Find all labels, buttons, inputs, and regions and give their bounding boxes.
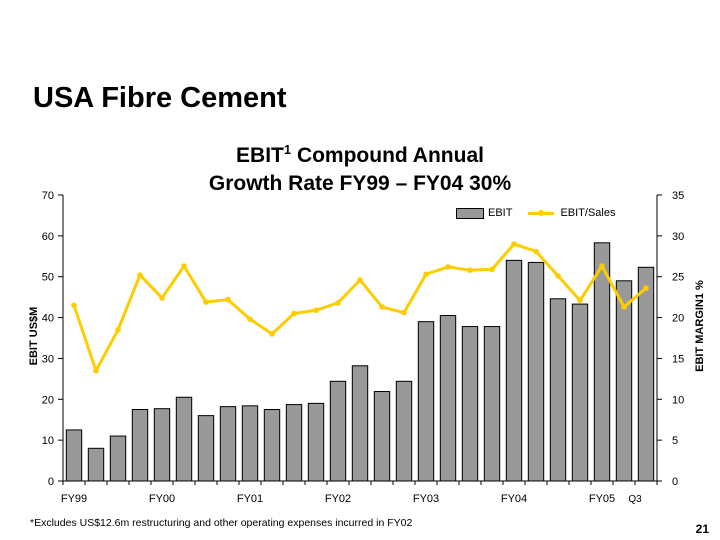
ebit-bar [197,415,215,482]
ebit-bar [65,429,83,482]
ebit-sales-point [225,296,231,303]
ebit-bar [637,266,655,482]
chart-title-line1-rest: Compound Annual [291,144,484,167]
y-left-tick-label: 70 [42,190,54,202]
ebit-sales-point [93,367,99,374]
ebit-sales-point [181,263,187,269]
chart-legend: EBIT EBIT/Sales [456,207,615,219]
y-left-tick-label: 30 [42,353,54,365]
ebit-sales-point [115,327,121,333]
ebit-sales-point [489,266,495,273]
ebit-bar [329,380,347,482]
ebit-sales-point [643,285,649,291]
ebit-sales-point [335,300,341,306]
y-right-tick-label: 20 [672,313,684,325]
y-left-tick-label: 50 [42,272,54,284]
ebit-sales-point [71,302,77,309]
ebit-sales-point [247,316,253,323]
ebit-bar [109,435,127,482]
ebit-sales-point [159,295,165,301]
slide-title: USA Fibre Cement [33,82,287,114]
ebit-bar [483,326,501,482]
ebit-sales-point [203,299,209,305]
ebit-sales-point [357,277,363,283]
legend-ebit-label: EBIT [488,207,513,219]
ebit-bar [219,406,237,482]
y-right-tick-label: 30 [672,231,684,243]
ebit-sales-point [511,241,517,247]
y-left-tick-label: 40 [42,313,54,325]
ebit-bar [527,261,545,482]
footnote: *Excludes US$12.6m restructuring and oth… [30,517,413,529]
ebit-bar [615,280,633,482]
x-tick-label: FY00 [149,493,175,505]
ebit-bar [153,408,171,482]
y-left-tick-label: 10 [42,435,54,447]
x-tick-label: FY02 [325,493,351,505]
chart-title-line2: Growth Rate FY99 – FY04 30% [208,172,512,195]
ebit-bar [241,405,259,482]
y-right-tick-label: 0 [672,476,678,488]
legend-ebit-sales-label: EBIT/Sales [560,207,616,219]
ebit-bar [307,402,325,482]
legend-ebit-swatch [456,207,484,219]
legend-ebit-sales-swatch [528,209,555,216]
chart-title: EBIT1 Compound Annual Growth Rate FY99 –… [150,136,570,198]
ebit-bar [505,259,523,482]
ebit-bar [439,315,457,482]
ebit-bar [131,409,149,482]
ebit-bar [87,447,105,482]
ebit-sales-point [533,248,539,255]
ebit-bar [395,380,413,482]
ebit-bar [571,303,589,482]
ebit-bar [285,404,303,482]
ebit-sales-point [621,304,627,310]
ebit-sales-point [313,307,319,314]
y-left-tick-label: 0 [48,476,54,488]
chart-title-line1: EBIT [236,144,284,167]
x-tick-label: Q3 [628,494,642,505]
ebit-sales-point [379,304,385,310]
ebit-sales-point [599,263,605,269]
x-tick-label: FY99 [61,493,87,505]
y-right-tick-label: 35 [672,190,684,202]
ebit-bar [373,391,391,482]
ebit-bar [351,365,369,482]
ebit-bar [417,321,435,482]
ebit-bar [461,326,479,482]
y-right-tick-label: 10 [672,394,684,406]
page-number: 21 [695,522,709,536]
ebit-sales-point [555,273,561,279]
y-right-tick-label: 15 [672,353,684,365]
chart-title-superscript: 1 [283,142,292,157]
ebit-sales-point [467,267,473,273]
ebit-sales-point [137,272,143,278]
ebit-bar [593,242,611,482]
ebit-sales-point [269,331,275,337]
ebit-sales-point [577,297,583,304]
x-tick-label: FY05 [589,493,615,505]
y-left-tick-label: 60 [42,231,54,243]
x-tick-label: FY04 [501,493,527,505]
ebit-sales-point [445,264,451,270]
y-right-tick-label: 5 [672,435,678,447]
x-tick-label: FY01 [237,493,263,505]
ebit-sales-point [291,310,297,317]
y-right-tick-label: 25 [672,272,684,284]
ebit-bar [175,396,193,482]
ebit-bar [263,409,281,482]
ebit-sales-point [423,271,429,278]
ebit-sales-point [401,309,407,316]
x-tick-label: FY03 [413,493,439,505]
ebit-bar [549,298,567,482]
y-left-tick-label: 20 [42,394,54,406]
